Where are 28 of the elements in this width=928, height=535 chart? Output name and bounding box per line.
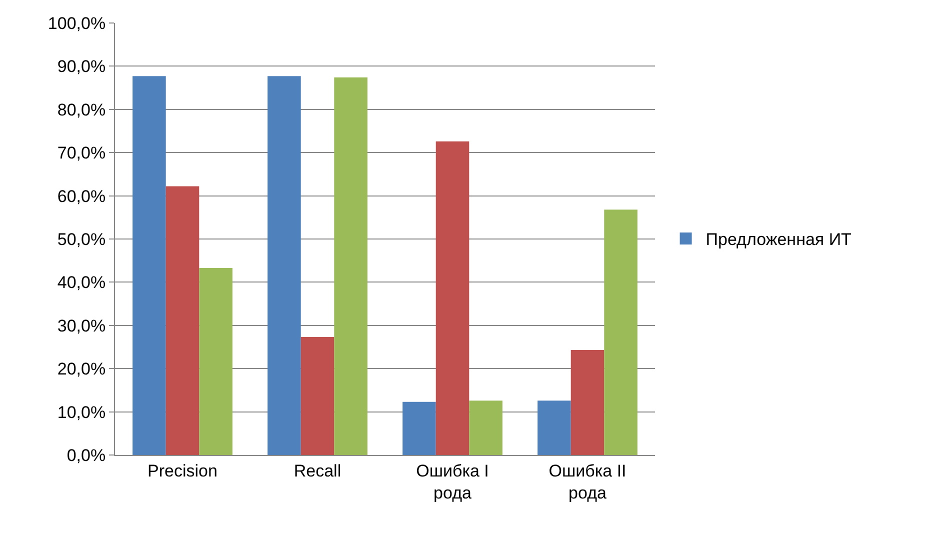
bar <box>570 350 604 455</box>
bar <box>604 210 638 455</box>
bar <box>334 77 368 455</box>
y-tick-label: 0,0% <box>66 446 106 465</box>
bar <box>538 400 571 455</box>
y-tick-label: 30,0% <box>57 316 106 336</box>
bar <box>166 186 200 455</box>
bar <box>268 76 301 455</box>
y-tick-label: 40,0% <box>57 273 106 292</box>
x-tick-label: Ошибка I рода <box>416 461 489 502</box>
bar <box>469 400 502 455</box>
y-tick-label: 80,0% <box>57 100 106 120</box>
y-tick-label: 60,0% <box>57 186 106 206</box>
y-tick-label: 50,0% <box>57 230 106 249</box>
bar <box>132 76 166 455</box>
legend-label: Предложенная ИТ <box>706 230 852 250</box>
bar <box>402 402 436 455</box>
bar <box>436 141 470 455</box>
x-tick-label: Precision <box>148 461 218 480</box>
y-tick-label: 10,0% <box>57 402 106 422</box>
y-tick-label: 20,0% <box>57 360 106 379</box>
x-tick-label: Ошибка II рода <box>548 461 626 502</box>
y-tick-label: 70,0% <box>57 144 106 163</box>
bar <box>300 337 334 455</box>
x-tick-label: Recall <box>294 461 342 480</box>
y-tick-label: 90,0% <box>57 57 106 76</box>
bar <box>199 268 232 455</box>
y-tick-label: 100,0% <box>48 14 106 33</box>
